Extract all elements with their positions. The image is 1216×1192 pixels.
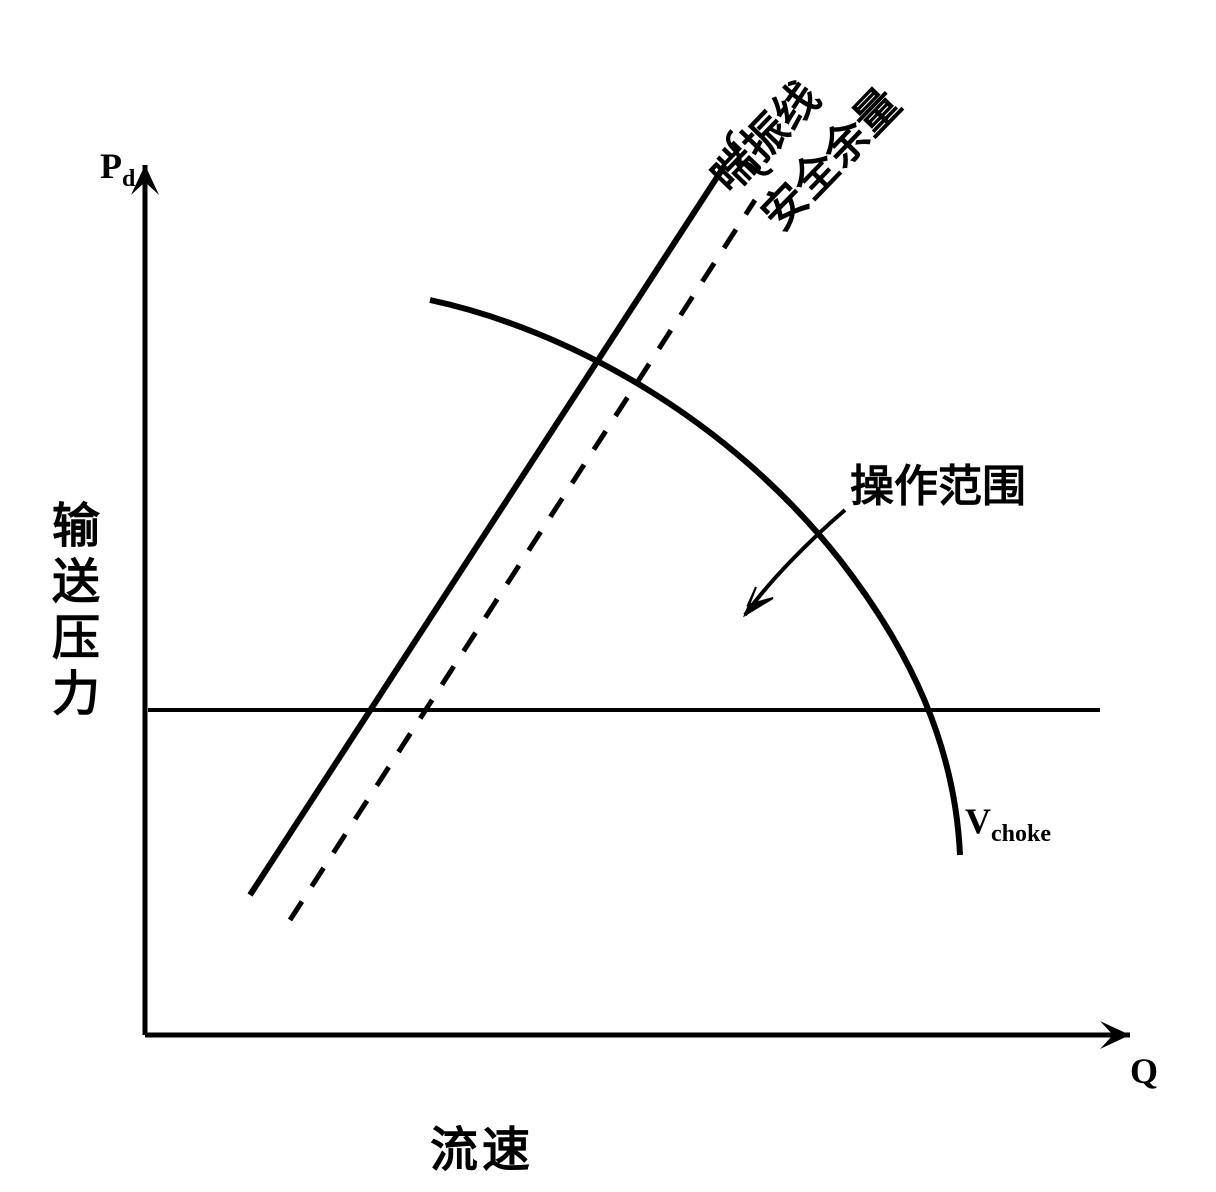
pd-symbol: P (100, 146, 122, 186)
operating-range-label: 操作范围 (850, 450, 1026, 514)
q-symbol: Q (1130, 1051, 1158, 1091)
x-axis-symbol: Q (1130, 1050, 1158, 1092)
diagram-svg (0, 0, 1216, 1187)
vchoke-v: V (965, 801, 991, 841)
vchoke-sub: choke (991, 821, 1051, 847)
compressor-map-diagram: Pd Q 输送压力 流速 喘振线 安全余量 操作范围 Vchoke (0, 0, 1216, 1187)
operating-range-leader (745, 510, 845, 615)
pd-sub: d (122, 166, 135, 192)
safety-margin-line (290, 200, 755, 920)
surge-line (250, 165, 725, 895)
vchoke-label: Vchoke (965, 800, 1051, 848)
y-axis-symbol: Pd (100, 145, 135, 193)
x-axis-label: 流速 (430, 1110, 534, 1180)
operating-range-arrowhead (745, 587, 773, 615)
y-axis-label: 输送压力 (35, 500, 105, 724)
